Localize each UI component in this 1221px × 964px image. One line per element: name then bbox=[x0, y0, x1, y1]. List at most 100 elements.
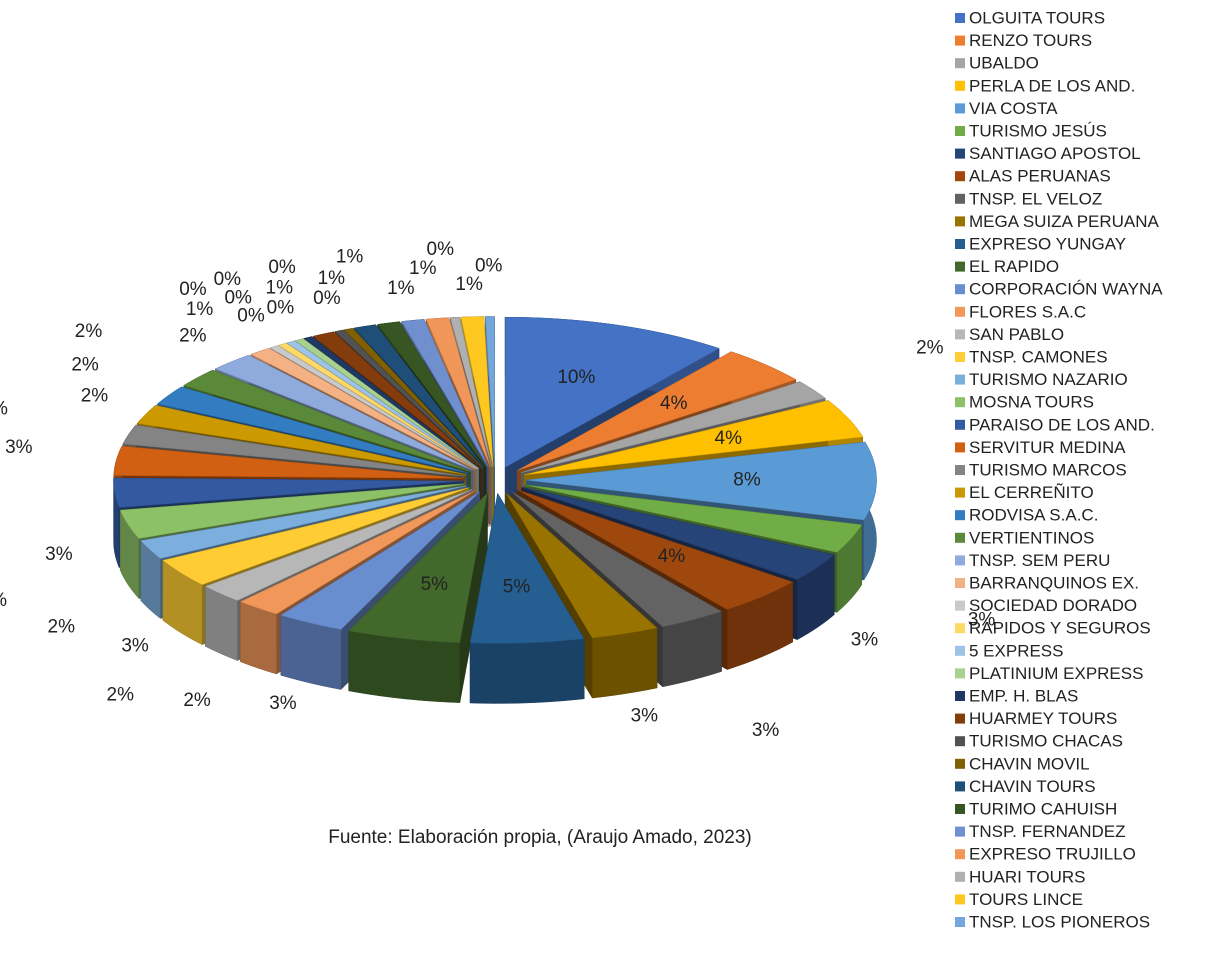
slice bbox=[505, 492, 658, 639]
legend-label: VERTIENTINOS bbox=[969, 528, 1094, 547]
legend-label: FLORES S.A.C bbox=[969, 302, 1086, 321]
legend-label: RODVISA S.A.C. bbox=[969, 506, 1098, 525]
data-label: 0% bbox=[268, 257, 296, 278]
legend-label: SANTIAGO APOSTOL bbox=[969, 144, 1141, 163]
slice bbox=[348, 492, 488, 643]
slice bbox=[517, 351, 797, 471]
slice bbox=[485, 316, 495, 467]
legend-swatch bbox=[955, 736, 965, 747]
legend-label: CHAVIN TOURS bbox=[969, 777, 1096, 796]
legend-label: TOURS LINCE bbox=[969, 890, 1083, 909]
legend-label: PLATINIUM EXPRESS bbox=[969, 664, 1143, 683]
legend-swatch bbox=[955, 781, 965, 792]
data-label: 0% bbox=[224, 287, 252, 308]
legend-label: UBALDO bbox=[969, 54, 1039, 73]
legend-label: EXPRESO TRUJILLO bbox=[969, 845, 1136, 864]
legend-label: HUARI TOURS bbox=[969, 867, 1086, 886]
legend-swatch bbox=[955, 668, 965, 679]
legend-label: ALAS PERUANAS bbox=[969, 167, 1111, 186]
legend-label: EXPRESO YUNGAY bbox=[969, 234, 1126, 253]
legend-swatch bbox=[955, 871, 965, 882]
legend-swatch bbox=[955, 510, 965, 521]
legend-swatch bbox=[955, 306, 965, 317]
legend-label: EL RAPIDO bbox=[969, 257, 1059, 276]
data-label: 8% bbox=[733, 470, 761, 491]
slice bbox=[516, 489, 794, 610]
slice bbox=[277, 342, 478, 470]
legend-label: EMP. H. BLAS bbox=[969, 686, 1078, 705]
legend-swatch bbox=[955, 397, 965, 408]
legend: OLGUITA TOURS RENZO TOURS UBALDO PERLA DE L… bbox=[955, 8, 1163, 931]
legend-swatch bbox=[955, 849, 965, 860]
data-label: 0% bbox=[237, 305, 265, 326]
data-label: 2% bbox=[916, 338, 944, 359]
legend-swatch bbox=[955, 419, 965, 430]
slice bbox=[239, 490, 476, 615]
legend-label: VIA COSTA bbox=[969, 99, 1058, 118]
slice bbox=[136, 405, 467, 475]
slice bbox=[450, 316, 492, 467]
data-label: 10% bbox=[557, 367, 595, 388]
legend-swatch bbox=[955, 216, 965, 227]
legend-swatch bbox=[955, 352, 965, 362]
slice bbox=[521, 486, 835, 580]
slice bbox=[460, 316, 494, 467]
slice bbox=[214, 354, 474, 471]
legend-label: SERVITUR MEDINA bbox=[969, 438, 1126, 457]
legend-swatch bbox=[955, 465, 965, 475]
legend-label: TNSP. SEM PERU bbox=[969, 551, 1110, 570]
data-label: 1% bbox=[387, 278, 415, 299]
data-label: 1% bbox=[318, 268, 346, 289]
slice bbox=[521, 381, 826, 473]
data-label: 1% bbox=[409, 258, 437, 279]
slice bbox=[280, 491, 480, 630]
slice bbox=[343, 328, 484, 468]
legend-swatch bbox=[955, 691, 965, 701]
legend-label: TURISMO MARCOS bbox=[969, 460, 1127, 479]
slice bbox=[425, 317, 491, 467]
data-label: 3% bbox=[0, 590, 7, 611]
slice bbox=[504, 316, 720, 468]
slice bbox=[113, 445, 464, 479]
legend-label: TURISMO CHACAS bbox=[969, 732, 1123, 751]
slice bbox=[401, 319, 489, 467]
data-label: 2% bbox=[81, 386, 109, 407]
slice bbox=[269, 345, 477, 470]
data-label: 1% bbox=[455, 274, 483, 295]
legend-label: SAN PABLO bbox=[969, 325, 1064, 344]
data-label: 0% bbox=[267, 298, 295, 319]
slice-wall bbox=[469, 638, 585, 704]
legend-swatch bbox=[955, 374, 965, 385]
data-label: 3% bbox=[121, 636, 149, 657]
legend-swatch bbox=[955, 758, 965, 769]
legend-swatch bbox=[955, 284, 965, 295]
data-label: 4% bbox=[660, 393, 688, 414]
data-label: 1% bbox=[186, 299, 214, 320]
legend-swatch bbox=[955, 578, 965, 588]
data-label: 4% bbox=[715, 428, 743, 449]
slice bbox=[334, 329, 483, 468]
legend-swatch bbox=[955, 600, 965, 611]
legend-swatch bbox=[955, 239, 965, 249]
data-label: 0% bbox=[475, 256, 503, 277]
slice bbox=[303, 336, 480, 469]
slice bbox=[140, 485, 467, 559]
legend-swatch bbox=[955, 645, 965, 656]
legend-label: 5 EXPRESS bbox=[969, 641, 1064, 660]
data-label: 3% bbox=[5, 437, 33, 458]
data-label: 2% bbox=[0, 399, 8, 420]
legend-label: PARAISO DE LOS AND. bbox=[969, 415, 1155, 434]
legend-swatch bbox=[955, 171, 965, 182]
slice bbox=[183, 369, 471, 472]
legend-label: SOCIEDAD DORADO bbox=[969, 596, 1137, 615]
slice bbox=[113, 477, 464, 508]
slice bbox=[524, 400, 864, 476]
legend-label: EL CERREÑITO bbox=[969, 483, 1094, 502]
slice bbox=[294, 338, 479, 469]
data-label: 2% bbox=[183, 690, 211, 711]
legend-label: RAPIDOS Y SEGUROS bbox=[969, 619, 1151, 638]
legend-swatch bbox=[955, 487, 965, 498]
legend-swatch bbox=[955, 442, 965, 453]
legend-label: TNSP. LOS PIONEROS bbox=[969, 912, 1150, 931]
